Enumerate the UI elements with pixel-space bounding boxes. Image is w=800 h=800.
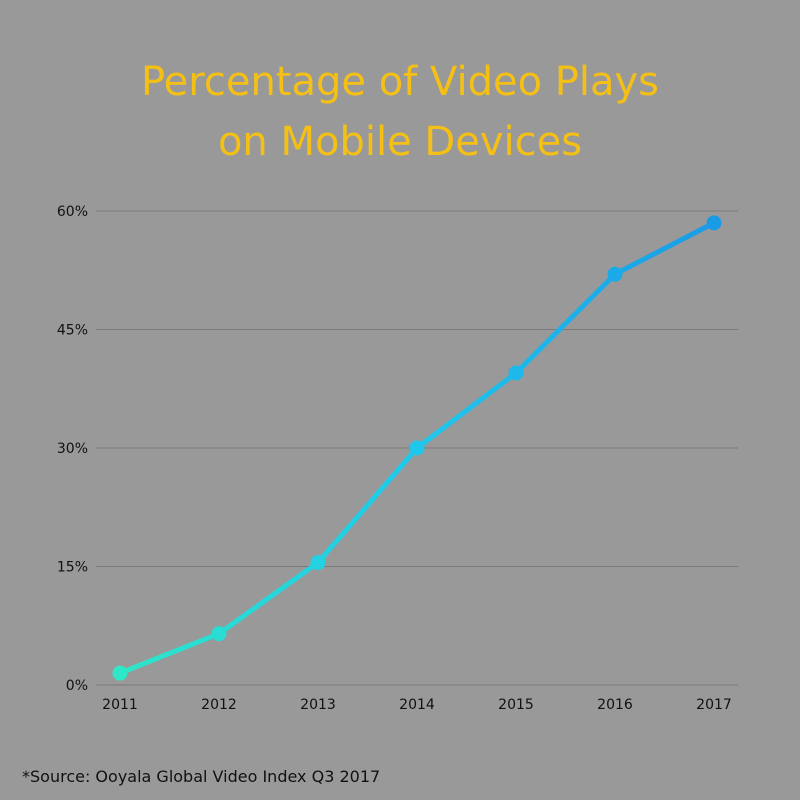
data-point	[112, 665, 128, 681]
source-note: *Source: Ooyala Global Video Index Q3 20…	[22, 767, 381, 786]
data-point	[607, 266, 623, 282]
x-tick-label: 2016	[597, 697, 633, 713]
x-tick-label: 2014	[399, 697, 435, 713]
data-point	[310, 555, 326, 571]
y-tick-label: 45%	[57, 323, 88, 339]
x-tick-label: 2017	[696, 697, 732, 713]
x-tick-label: 2012	[201, 697, 237, 713]
x-tick-label: 2015	[498, 697, 534, 713]
chart-title-line-2: on Mobile Devices	[217, 119, 583, 165]
data-point	[211, 626, 227, 642]
chart-title: Percentage of Video Plays on Mobile Devi…	[0, 52, 800, 172]
data-points	[112, 215, 722, 681]
x-tick-label: 2013	[300, 697, 336, 713]
x-tick-label: 2011	[102, 697, 138, 713]
x-axis-ticks: 2011 2012 2013 2014 2015 2016 2017	[102, 697, 732, 713]
y-axis-ticks: 0% 15% 30% 45% 60%	[57, 204, 88, 694]
data-point	[706, 215, 722, 231]
y-tick-label: 15%	[57, 560, 88, 576]
data-point	[508, 365, 524, 381]
y-tick-label: 30%	[57, 441, 88, 457]
y-tick-label: 0%	[66, 678, 88, 694]
data-point	[409, 440, 425, 456]
chart-title-line-1: Percentage of Video Plays	[140, 59, 660, 105]
y-tick-label: 60%	[57, 204, 88, 220]
